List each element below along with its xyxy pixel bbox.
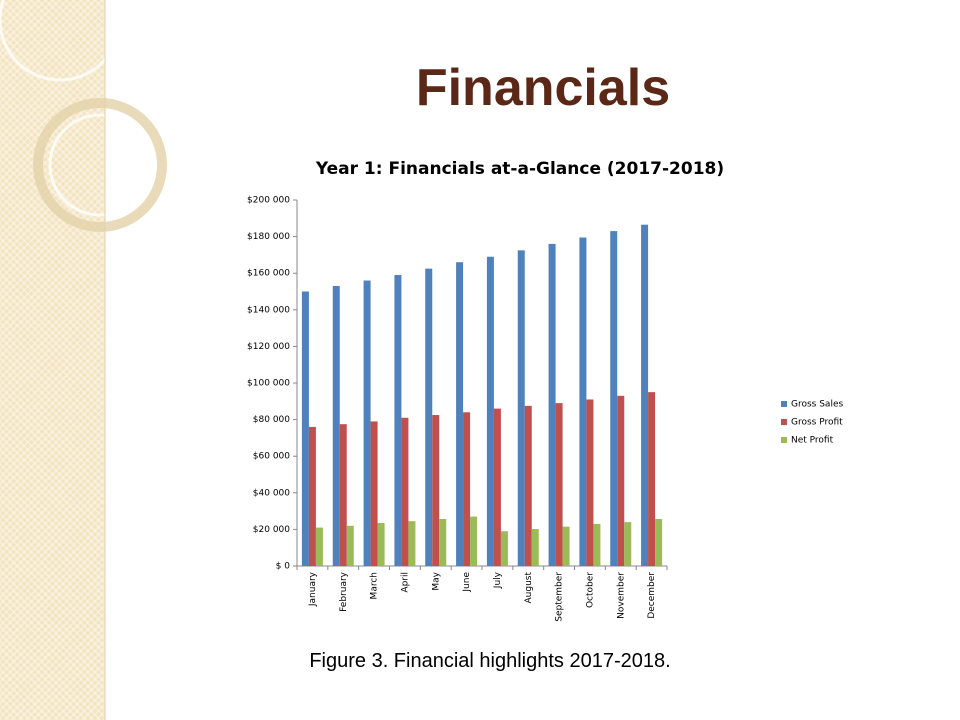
bar [648,392,656,566]
x-tick-label: July [493,571,503,589]
bar [339,424,347,566]
bar [531,529,539,566]
x-tick-label: May [431,571,441,590]
x-tick-label: August [524,572,534,604]
bar [377,522,385,566]
y-tick-label: $20 000 [253,525,290,535]
y-tick-label: $80 000 [253,415,290,425]
bar [346,525,354,566]
x-tick-label: September [555,572,565,622]
x-tick-label: April [400,572,410,593]
bar [493,408,501,566]
x-tick-label: June [462,572,472,593]
bar [301,291,309,566]
x-tick-label: February [339,571,349,612]
legend-label: Net Profit [791,436,834,446]
bar [486,256,494,566]
x-tick-label: October [585,572,595,608]
bar [408,521,416,566]
y-tick-label: $200 000 [247,196,290,206]
legend-label: Gross Sales [791,400,843,410]
bar [617,395,625,566]
bar [610,231,618,567]
x-tick-label: March [370,572,380,599]
x-tick-label: December [647,572,657,619]
bar [555,403,563,566]
bar [548,243,556,567]
bar [562,526,570,566]
y-tick-label: $120 000 [247,342,290,352]
y-tick-label: $ 0 [276,562,291,572]
bar [363,280,371,566]
bar [370,421,378,566]
bar [401,417,409,566]
bar [425,268,433,566]
bar [579,237,587,566]
y-tick-label: $100 000 [247,379,290,389]
bar [470,516,478,566]
y-tick-label: $60 000 [253,452,290,462]
bar [624,522,632,566]
bar [315,527,323,566]
caption: Figure 3. Financial highlights 2017-2018… [309,650,671,672]
slide-title: Financials [415,59,671,117]
bar [394,275,402,566]
bar [524,405,532,566]
bar [439,518,447,566]
bar [308,426,316,566]
bar [332,286,340,566]
legend-swatch [781,401,787,407]
y-tick-label: $160 000 [247,269,290,279]
y-tick-label: $180 000 [247,232,290,242]
y-tick-label: $140 000 [247,305,290,315]
x-tick-label: January [308,571,318,607]
bar [456,262,464,566]
bar [641,224,649,566]
bar [593,523,601,566]
chart-title: Year 1: Financials at-a-Glance (2017-201… [315,159,724,179]
bar [432,415,440,566]
legend-swatch [781,437,787,443]
x-tick-label: November [616,572,626,619]
bar [517,250,525,566]
bar [655,518,663,566]
legend-label: Gross Profit [791,418,843,428]
bar [586,399,594,566]
y-tick-label: $40 000 [253,488,290,498]
legend-swatch [781,419,787,425]
bar [500,531,508,566]
bar [463,412,471,566]
decoration [0,0,167,232]
